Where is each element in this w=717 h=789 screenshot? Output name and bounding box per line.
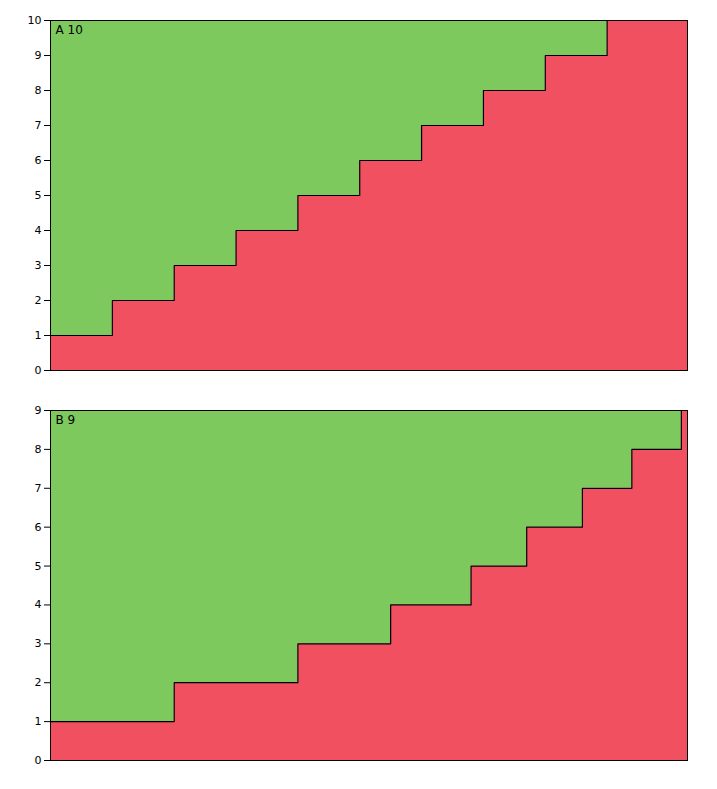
svg-text:4: 4 bbox=[35, 598, 42, 611]
svg-text:7: 7 bbox=[35, 119, 42, 132]
svg-text:5: 5 bbox=[35, 560, 42, 573]
svg-text:1: 1 bbox=[35, 715, 42, 728]
svg-text:8: 8 bbox=[35, 84, 42, 97]
svg-text:3: 3 bbox=[35, 637, 42, 650]
svg-text:0: 0 bbox=[35, 364, 42, 377]
svg-text:2: 2 bbox=[35, 294, 42, 307]
svg-text:7: 7 bbox=[35, 482, 42, 495]
svg-text:A 10: A 10 bbox=[56, 23, 83, 37]
svg-text:9: 9 bbox=[35, 49, 42, 62]
svg-text:10: 10 bbox=[28, 14, 42, 27]
svg-text:1: 1 bbox=[35, 329, 42, 342]
svg-text:9: 9 bbox=[35, 404, 42, 417]
svg-text:6: 6 bbox=[35, 154, 42, 167]
svg-text:0: 0 bbox=[35, 754, 42, 767]
svg-text:8: 8 bbox=[35, 443, 42, 456]
svg-text:B 9: B 9 bbox=[56, 413, 76, 427]
svg-text:3: 3 bbox=[35, 259, 42, 272]
svg-text:4: 4 bbox=[35, 224, 42, 237]
svg-text:5: 5 bbox=[35, 189, 42, 202]
svg-text:2: 2 bbox=[35, 676, 42, 689]
svg-text:6: 6 bbox=[35, 521, 42, 534]
